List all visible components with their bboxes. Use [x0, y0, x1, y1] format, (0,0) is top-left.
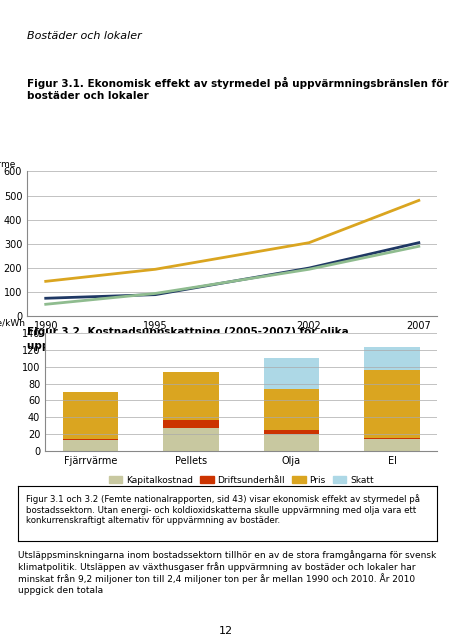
Bar	[264, 358, 319, 390]
Legend: Olja, El, Naturgas, Biobränsle: Olja, El, Naturgas, Biobränsle	[108, 339, 357, 355]
Bar	[364, 439, 419, 451]
Bar	[364, 347, 419, 370]
Y-axis label: SEK/MWh värme: SEK/MWh värme	[0, 159, 15, 168]
Bar	[63, 440, 118, 451]
Y-axis label: Öre/kWh: Öre/kWh	[0, 319, 25, 328]
Bar	[364, 438, 419, 439]
Bar	[63, 438, 118, 440]
Text: Figur 3.1 och 3.2 (Femte nationalrapporten, sid 43) visar ekonomisk effekt av st: Figur 3.1 och 3.2 (Femte nationalrapport…	[27, 495, 420, 525]
Text: Bostäder och lokaler: Bostäder och lokaler	[27, 31, 142, 41]
Bar	[264, 390, 319, 430]
Text: 12: 12	[218, 626, 233, 636]
Bar	[264, 430, 319, 435]
Text: Figur 3.2. Kostnadsuppskattning (2005-2007) för olika uppvärmningsalternativ i s: Figur 3.2. Kostnadsuppskattning (2005-20…	[27, 326, 349, 351]
Legend: Kapitalkostnad, Driftsunderhåll, Pris, Skatt: Kapitalkostnad, Driftsunderhåll, Pris, S…	[105, 472, 377, 488]
Bar	[163, 428, 219, 451]
Bar	[63, 392, 118, 438]
Text: Figur 3.1. Ekonomisk effekt av styrmedel på uppvärmningsbränslen för bostäder oc: Figur 3.1. Ekonomisk effekt av styrmedel…	[27, 77, 449, 101]
Bar	[163, 420, 219, 428]
Bar	[163, 372, 219, 420]
Bar	[264, 435, 319, 451]
Bar	[364, 370, 419, 438]
Text: Utsläppsminskningarna inom bostadssektorn tillhör en av de stora framgångarna fö: Utsläppsminskningarna inom bostadssektor…	[18, 550, 436, 595]
